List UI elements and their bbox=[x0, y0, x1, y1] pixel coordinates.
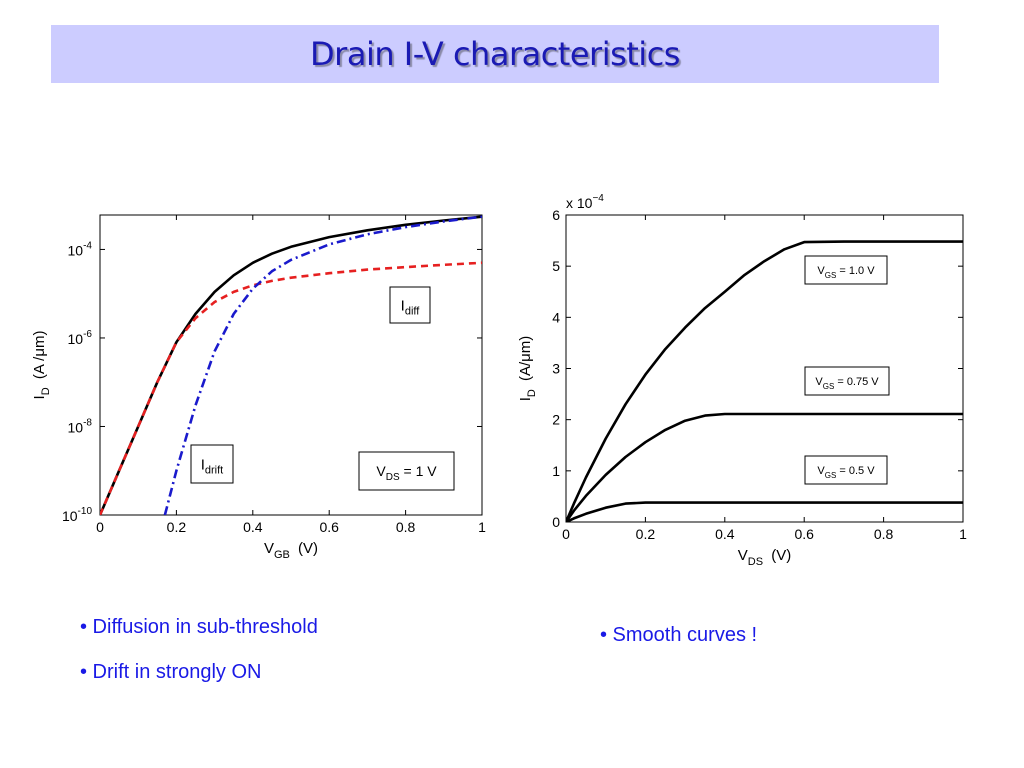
y-tick-label: 1 bbox=[552, 463, 560, 479]
annotation-box bbox=[804, 455, 888, 485]
x-tick-label: 1 bbox=[959, 526, 967, 542]
annotation-label: VGS = 0.5 V bbox=[817, 465, 875, 480]
x-tick-label: 0.4 bbox=[243, 519, 263, 535]
x-tick-label: 0 bbox=[96, 519, 104, 535]
series-group bbox=[566, 240, 963, 522]
annotation-box bbox=[804, 366, 890, 396]
bullet-diffusion: • Diffusion in sub-threshold bbox=[80, 616, 318, 638]
y-tick-label: 6 bbox=[552, 207, 560, 223]
series-line-1 bbox=[566, 240, 963, 522]
series-line-3 bbox=[163, 215, 482, 515]
x-tick-label: 0.6 bbox=[319, 519, 339, 535]
bullet-drift: • Drift in strongly ON bbox=[80, 661, 262, 683]
slide-title: Drain I-V characteristics bbox=[310, 35, 680, 73]
y-tick-label: 2 bbox=[552, 412, 560, 428]
y-tick-label: 10-10 bbox=[62, 506, 92, 524]
plot-frame bbox=[99, 214, 483, 516]
y-axis-label: ID (A/μm) bbox=[517, 336, 538, 402]
annotation-box bbox=[389, 286, 431, 324]
y-tick-label: 5 bbox=[552, 258, 560, 274]
x-tick-label: 1 bbox=[478, 519, 486, 535]
title-bar: Drain I-V characteristics bbox=[51, 25, 939, 83]
annotation-label: VGS = 0.75 V bbox=[815, 376, 879, 391]
y-tick-label: 3 bbox=[552, 361, 560, 377]
x-axis-label: VGB (V) bbox=[264, 540, 318, 561]
x-tick-label: 0.4 bbox=[715, 526, 735, 542]
series-line-2 bbox=[100, 261, 482, 515]
x-tick-label: 0.2 bbox=[167, 519, 187, 535]
y-tick-label: 10-4 bbox=[68, 240, 93, 258]
annotation-box bbox=[804, 255, 888, 285]
x-tick-label: 0.8 bbox=[396, 519, 416, 535]
y-tick-label: 4 bbox=[552, 309, 560, 325]
y-tick-label: 10-8 bbox=[68, 417, 93, 435]
x-tick-label: 0.6 bbox=[794, 526, 814, 542]
y-axis-label: ID (A /μm) bbox=[31, 331, 52, 400]
y-tick-label: 10-6 bbox=[68, 329, 93, 347]
y-tick-label: 0 bbox=[552, 514, 560, 530]
annotation-box bbox=[190, 444, 234, 484]
y-multiplier-label: x 10−4 bbox=[566, 193, 604, 211]
series-group bbox=[100, 215, 482, 515]
series-line-3 bbox=[566, 501, 963, 522]
series-line-2 bbox=[566, 412, 963, 522]
x-tick-label: 0.2 bbox=[636, 526, 656, 542]
x-axis-label: VDS (V) bbox=[738, 547, 791, 568]
annotation-box bbox=[358, 451, 455, 491]
x-tick-label: 0 bbox=[562, 526, 570, 542]
annotation-label: VGS = 1.0 V bbox=[817, 265, 875, 280]
x-tick-label: 0.8 bbox=[874, 526, 894, 542]
annotation-label: VDS = 1 V bbox=[376, 463, 437, 483]
bullet-smooth-curves: • Smooth curves ! bbox=[600, 624, 758, 646]
annotation-label: Idiff bbox=[401, 297, 421, 317]
annotation-label: Idrift bbox=[201, 456, 224, 476]
